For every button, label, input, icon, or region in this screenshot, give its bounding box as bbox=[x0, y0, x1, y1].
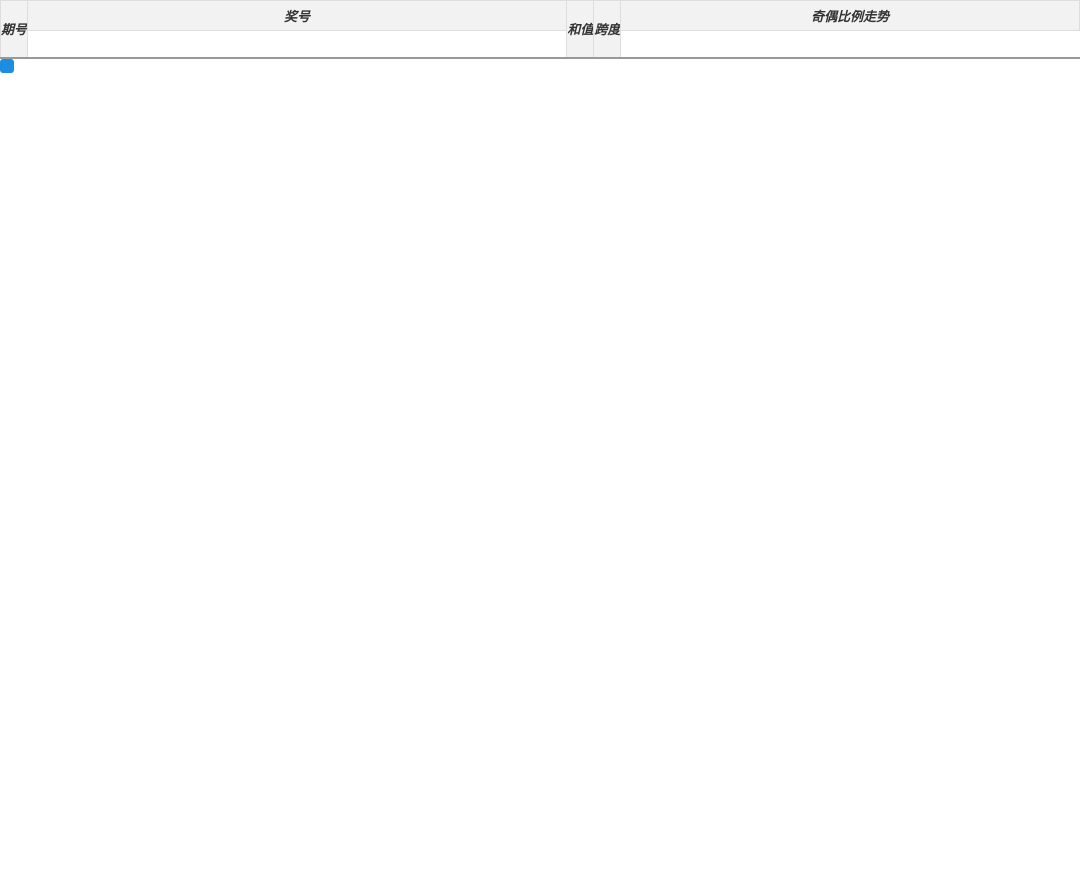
table-header: 期号 奖号 和值 跨度 奇偶比例走势 bbox=[0, 0, 1080, 58]
subheader-row bbox=[1, 31, 1080, 58]
numbers-header: 奖号 bbox=[26, 0, 568, 31]
trend-table: 期号 奖号 和值 跨度 奇偶比例走势 bbox=[0, 0, 1080, 59]
sum-header: 和值 bbox=[566, 0, 595, 58]
ratio-header: 奇偶比例走势 bbox=[620, 0, 1080, 31]
highlight-box bbox=[0, 58, 14, 73]
span-header: 跨度 bbox=[593, 0, 622, 58]
period-header: 期号 bbox=[0, 0, 28, 58]
